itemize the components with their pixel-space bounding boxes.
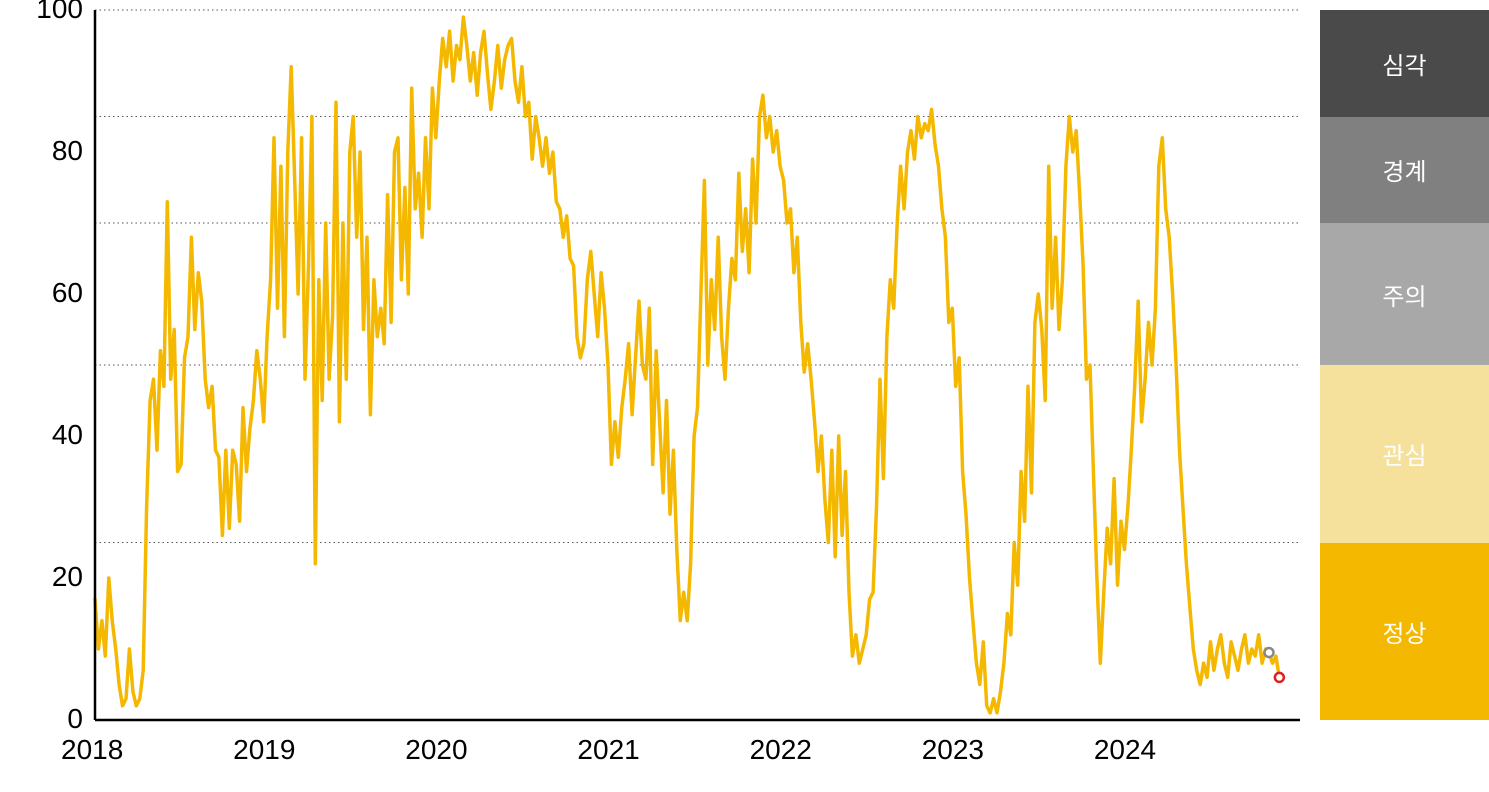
legend-band: 정상 — [1320, 543, 1489, 721]
legend-band: 심각 — [1320, 10, 1489, 117]
end-marker — [1265, 648, 1274, 657]
legend-band: 관심 — [1320, 365, 1489, 543]
end-marker — [1275, 673, 1284, 682]
line-chart-svg — [0, 0, 1489, 792]
legend-band: 주의 — [1320, 223, 1489, 365]
data-line — [95, 17, 1279, 713]
chart-container: 020406080100 201820192020202120222023202… — [0, 0, 1489, 792]
legend-band: 경계 — [1320, 117, 1489, 224]
